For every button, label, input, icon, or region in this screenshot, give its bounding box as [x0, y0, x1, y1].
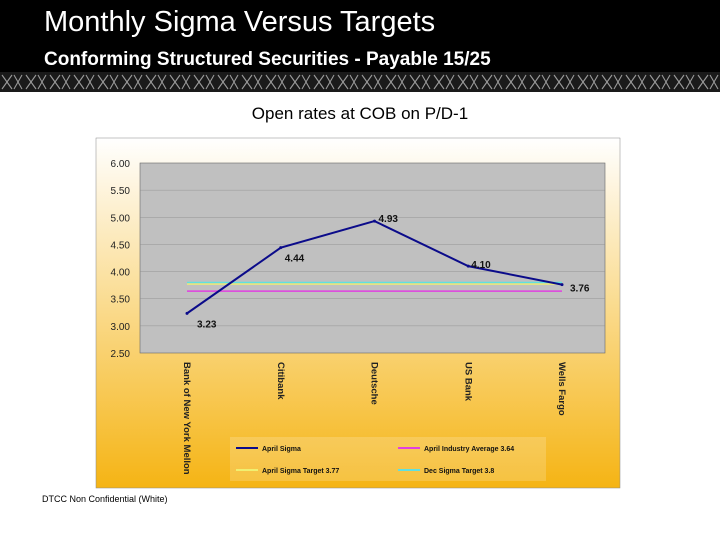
data-label: 4.93 — [379, 214, 399, 225]
y-tick-label: 6.00 — [111, 159, 131, 170]
data-point — [373, 219, 376, 223]
legend-label: Dec Sigma Target 3.8 — [424, 468, 494, 475]
legend-box — [230, 437, 546, 481]
y-tick-label: 4.00 — [111, 268, 131, 279]
y-tick-label: 5.00 — [111, 213, 131, 224]
data-point — [185, 311, 189, 315]
y-tick-label: 4.50 — [111, 240, 131, 251]
footer-classification: DTCC Non Confidential (White) — [42, 494, 168, 504]
data-label: 4.44 — [285, 254, 305, 265]
data-label: 3.76 — [570, 284, 590, 295]
slide-title: Monthly Sigma Versus Targets — [44, 6, 436, 38]
legend-label: April Industry Average 3.64 — [424, 446, 514, 453]
plot-area — [139, 162, 606, 354]
x-tick-label: Deutsche — [369, 362, 380, 405]
data-label: 3.23 — [197, 319, 217, 330]
y-tick-label: 3.00 — [111, 322, 131, 333]
data-label: 4.10 — [471, 260, 491, 271]
x-tick-label: Citibank — [275, 362, 286, 400]
legend-label: April Sigma — [262, 446, 301, 453]
slide-header: Monthly Sigma Versus Targets Conforming … — [0, 0, 720, 92]
data-point — [466, 264, 470, 268]
data-point — [279, 246, 283, 250]
header-pattern-band — [0, 72, 720, 92]
legend-label: April Sigma Target 3.77 — [262, 468, 339, 475]
data-point — [560, 283, 564, 287]
y-tick-label: 3.50 — [111, 295, 131, 306]
y-tick-label: 2.50 — [111, 349, 131, 360]
x-tick-label: US Bank — [462, 362, 473, 402]
chart-title: Open rates at COB on P/D-1 — [251, 104, 469, 123]
x-tick-label: Wells Fargo — [556, 362, 567, 416]
y-tick-label: 5.50 — [111, 186, 131, 197]
slide-subtitle: Conforming Structured Securities - Payab… — [44, 49, 491, 70]
x-tick-label: Bank of New York Mellon — [181, 362, 192, 475]
